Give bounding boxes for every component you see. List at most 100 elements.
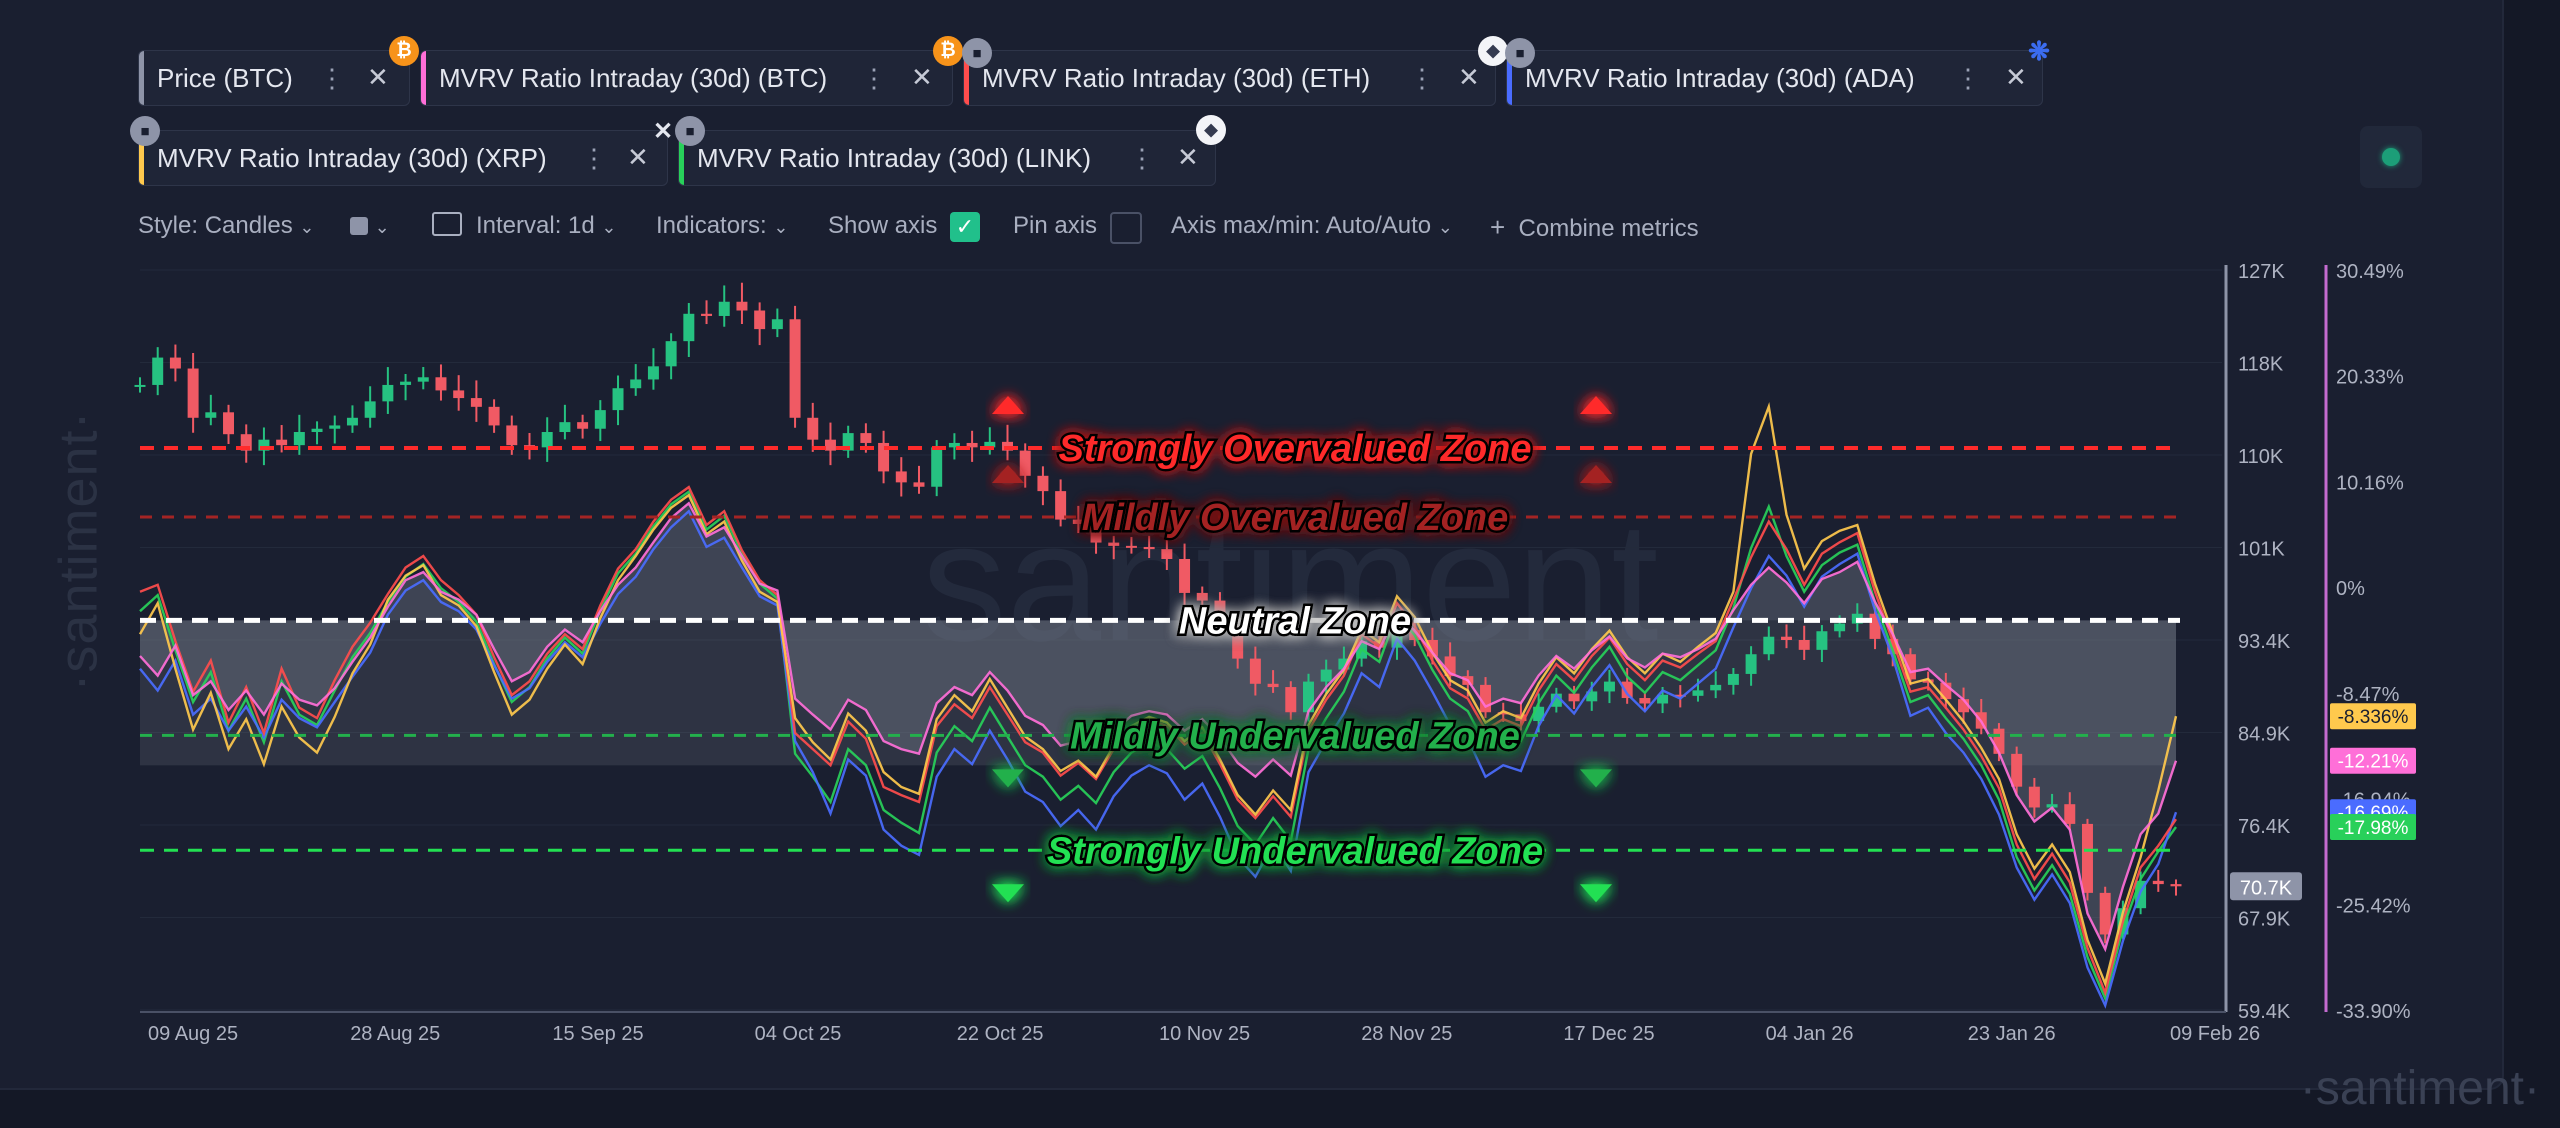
tab-mvrv-btc[interactable]: MVRV Ratio Intraday (30d) (BTC) ⋮ ✕ xyxy=(420,50,953,106)
candle-body xyxy=(2028,786,2040,808)
tab-mvrv-link[interactable]: MVRV Ratio Intraday (30d) (LINK) ⋮ ✕ xyxy=(678,130,1216,186)
candle-body xyxy=(417,377,429,382)
candle-body xyxy=(1267,683,1279,688)
close-icon[interactable]: ✕ xyxy=(2005,62,2027,92)
x-tick-label: 17 Dec 25 xyxy=(1563,1023,1654,1045)
tab-mvrv-eth[interactable]: MVRV Ratio Intraday (30d) (ETH) ⋮ ✕ xyxy=(963,50,1496,106)
candle-body xyxy=(1816,631,1828,650)
candle-body xyxy=(1179,558,1191,593)
series-color-bar xyxy=(139,51,144,105)
zone-label: Mildly Overvalued Zone xyxy=(1082,497,1509,539)
indicators-label: Indicators: xyxy=(656,212,767,239)
candle-body xyxy=(2099,892,2111,935)
color-swatch-icon xyxy=(350,217,368,235)
indicators-select[interactable]: Indicators: ⌄ xyxy=(656,212,788,240)
arrow-up-icon xyxy=(992,396,1024,415)
x-tick-label: 09 Feb 26 xyxy=(2170,1023,2260,1045)
tab-menu-icon[interactable]: ⋮ xyxy=(1129,143,1155,173)
candle-body xyxy=(1834,623,1846,632)
chevron-down-icon: ⌄ xyxy=(601,217,617,237)
tab-menu-icon[interactable]: ⋮ xyxy=(1409,63,1435,93)
candle-body xyxy=(488,406,500,426)
candle-body xyxy=(789,319,801,418)
neutral-band xyxy=(140,620,2176,766)
interval-label: Interval: 1d xyxy=(476,212,595,239)
candle-body xyxy=(1497,712,1509,715)
tab-mvrv-ada[interactable]: MVRV Ratio Intraday (30d) (ADA) ⋮ ✕ xyxy=(1506,50,2043,106)
tab-menu-icon[interactable]: ⋮ xyxy=(861,63,887,93)
candle-body xyxy=(1214,600,1226,626)
candle-body xyxy=(1958,699,1970,713)
candle-body xyxy=(1692,690,1704,696)
candle-body xyxy=(878,442,890,472)
zone-label: Mildly Undervalued Zone xyxy=(1070,715,1520,757)
pin-axis-checkbox[interactable] xyxy=(1110,212,1142,244)
chevron-down-icon: ⌄ xyxy=(773,217,789,237)
candle-body xyxy=(1586,691,1598,702)
candle-body xyxy=(860,433,872,443)
candle-body xyxy=(1993,728,2005,754)
tab-menu-icon[interactable]: ⋮ xyxy=(319,63,345,93)
combine-metrics-button[interactable]: + Combine metrics xyxy=(1490,212,1699,243)
candle-body xyxy=(1887,638,1899,655)
tab-mvrv-xrp[interactable]: MVRV Ratio Intraday (30d) (XRP) ⋮ ✕ xyxy=(138,130,668,186)
close-icon[interactable]: ✕ xyxy=(627,142,649,172)
candle-body xyxy=(311,428,323,433)
candle-body xyxy=(258,439,270,451)
close-icon[interactable]: ✕ xyxy=(1177,142,1199,172)
axis-range-select[interactable]: Axis max/min: Auto/Auto ⌄ xyxy=(1171,212,1453,240)
tab-label: MVRV Ratio Intraday (30d) (XRP) xyxy=(157,142,547,173)
tab-menu-icon[interactable]: ⋮ xyxy=(581,143,607,173)
candle-body xyxy=(754,310,766,330)
x-tick-label: 28 Nov 25 xyxy=(1361,1023,1452,1045)
candle-body xyxy=(240,434,252,451)
candle-body xyxy=(1869,613,1881,639)
close-icon[interactable]: ✕ xyxy=(367,62,389,92)
candle-body xyxy=(1232,625,1244,659)
arrow-down-icon xyxy=(1580,769,1612,788)
color-select[interactable]: ⌄ xyxy=(350,212,390,240)
candle-body xyxy=(2170,884,2182,887)
series-last-badge xyxy=(2330,747,2416,774)
candle-body xyxy=(1161,549,1173,559)
series-last-badge xyxy=(2330,814,2416,841)
close-icon: ✕ xyxy=(652,117,674,145)
x-tick-label: 22 Oct 25 xyxy=(957,1023,1044,1045)
series-color-bar xyxy=(964,51,969,105)
close-icon[interactable]: ✕ xyxy=(911,62,933,92)
candle-body xyxy=(541,432,553,448)
zone-label: Strongly Undervalued Zone xyxy=(1047,830,1543,872)
x-tick-label: 04 Oct 25 xyxy=(755,1023,842,1045)
interval-select[interactable]: Interval: 1d ⌄ xyxy=(432,212,617,240)
candle-body xyxy=(1798,640,1810,650)
candle-body xyxy=(1019,450,1031,476)
arrow-up-icon xyxy=(1580,464,1612,483)
combine-label: Combine metrics xyxy=(1518,215,1699,242)
watermark: santiment xyxy=(921,487,1658,677)
candle-body xyxy=(594,410,606,429)
show-axis-checkbox[interactable]: ✓ xyxy=(950,212,980,242)
candle-body xyxy=(701,313,713,316)
tab-price-btc[interactable]: Price (BTC) ⋮ ✕ xyxy=(138,50,410,106)
plus-icon: + xyxy=(1490,212,1506,242)
candle-body xyxy=(1745,654,1757,674)
candle-body xyxy=(683,313,695,342)
close-icon[interactable]: ✕ xyxy=(1458,62,1480,92)
settings-toggle-button[interactable] xyxy=(2360,126,2422,188)
tab-menu-icon[interactable]: ⋮ xyxy=(1955,63,1981,93)
candle-body xyxy=(1603,681,1615,692)
candle-body xyxy=(647,366,659,380)
candle-body xyxy=(1940,682,1952,700)
candle-body xyxy=(1338,658,1350,670)
candle-body xyxy=(1426,640,1438,657)
style-select[interactable]: Style: Candles ⌄ xyxy=(138,212,315,240)
price-tick-label: 127K xyxy=(2238,261,2285,283)
candle-body xyxy=(718,301,730,316)
tab-label: MVRV Ratio Intraday (30d) (ETH) xyxy=(982,62,1371,93)
tab-label: MVRV Ratio Intraday (30d) (BTC) xyxy=(439,62,828,93)
chevron-down-icon: ⌄ xyxy=(374,217,390,237)
corner-logo-text: santiment xyxy=(2315,1062,2525,1115)
status-dot-icon xyxy=(2382,148,2400,166)
candle-body xyxy=(1444,656,1456,677)
eth-icon: ◆ xyxy=(1478,36,1508,66)
